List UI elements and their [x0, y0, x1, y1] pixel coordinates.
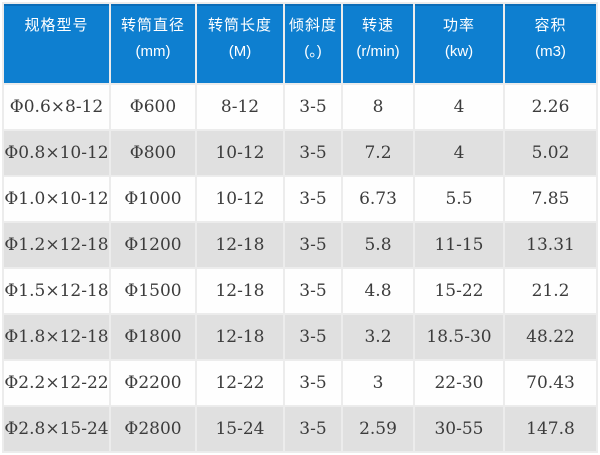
cell-diameter: Φ800: [111, 131, 195, 175]
cell-power: 5.5: [415, 177, 503, 221]
cell-volume: 2.26: [505, 85, 596, 129]
column-unit: (mm): [135, 43, 171, 60]
column-title: 容积: [534, 17, 567, 34]
column-unit: (r/min): [356, 43, 400, 60]
table-row: Φ1.5×12-18 Φ1500 12-18 3-5 4.8 15-22 21.…: [4, 269, 596, 313]
cell-speed: 8: [343, 85, 413, 129]
header-cell-model: 规格型号: [4, 4, 109, 83]
cell-diameter: Φ2200: [111, 361, 195, 405]
cell-volume: 70.43: [505, 361, 596, 405]
header-cell-speed: 转速 (r/min): [343, 4, 413, 83]
cell-speed: 3.2: [343, 315, 413, 359]
cell-length: 12-18: [197, 269, 283, 313]
cell-volume: 21.2: [505, 269, 596, 313]
cell-incline: 3-5: [285, 269, 341, 313]
header-cell-power: 功率 (kw): [415, 4, 503, 83]
cell-power: 4: [415, 85, 503, 129]
cell-incline: 3-5: [285, 361, 341, 405]
cell-model: Φ2.8×15-24: [4, 407, 109, 451]
cell-length: 10-12: [197, 177, 283, 221]
cell-incline: 3-5: [285, 131, 341, 175]
cell-model: Φ2.2×12-22: [4, 361, 109, 405]
cell-diameter: Φ1000: [111, 177, 195, 221]
cell-length: 12-22: [197, 361, 283, 405]
column-unit: (kw): [444, 43, 474, 60]
cell-power: 11-15: [415, 223, 503, 267]
cell-speed: 5.8: [343, 223, 413, 267]
cell-diameter: Φ1200: [111, 223, 195, 267]
cell-diameter: Φ2800: [111, 407, 195, 451]
table-row: Φ0.8×10-12 Φ800 10-12 3-5 7.2 4 5.02: [4, 131, 596, 175]
table-row: Φ0.6×8-12 Φ600 8-12 3-5 8 4 2.26: [4, 85, 596, 129]
column-title: 转筒直径: [120, 17, 185, 34]
cell-model: Φ1.2×12-18: [4, 223, 109, 267]
column-title: 倾斜度: [288, 17, 337, 34]
column-title: 规格型号: [24, 17, 89, 34]
cell-diameter: Φ1800: [111, 315, 195, 359]
cell-speed: 7.2: [343, 131, 413, 175]
column-title: 转速: [361, 17, 394, 34]
cell-length: 15-24: [197, 407, 283, 451]
cell-speed: 3: [343, 361, 413, 405]
cell-power: 4: [415, 131, 503, 175]
cell-power: 18.5-30: [415, 315, 503, 359]
column-title: 转筒长度: [207, 17, 272, 34]
cell-model: Φ0.6×8-12: [4, 85, 109, 129]
cell-model: Φ1.5×12-18: [4, 269, 109, 313]
cell-model: Φ0.8×10-12: [4, 131, 109, 175]
table-row: Φ1.8×12-18 Φ1800 12-18 3-5 3.2 18.5-30 4…: [4, 315, 596, 359]
cell-length: 10-12: [197, 131, 283, 175]
cell-volume: 147.8: [505, 407, 596, 451]
header-cell-diameter: 转筒直径 (mm): [111, 4, 195, 83]
cell-length: 8-12: [197, 85, 283, 129]
cell-length: 12-18: [197, 223, 283, 267]
cell-volume: 5.02: [505, 131, 596, 175]
column-unit: (M): [228, 43, 252, 60]
cell-incline: 3-5: [285, 223, 341, 267]
header-cell-length: 转筒长度 (M): [197, 4, 283, 83]
cell-incline: 3-5: [285, 315, 341, 359]
column-unit: (。): [304, 43, 322, 60]
header-cell-volume: 容积 (m3): [505, 4, 596, 83]
cell-incline: 3-5: [285, 407, 341, 451]
cell-power: 30-55: [415, 407, 503, 451]
table-row: Φ1.0×10-12 Φ1000 10-12 3-5 6.73 5.5 7.85: [4, 177, 596, 221]
cell-power: 22-30: [415, 361, 503, 405]
cell-incline: 3-5: [285, 85, 341, 129]
cell-model: Φ1.8×12-18: [4, 315, 109, 359]
cell-speed: 4.8: [343, 269, 413, 313]
cell-speed: 6.73: [343, 177, 413, 221]
cell-diameter: Φ600: [111, 85, 195, 129]
column-title: 功率: [442, 17, 475, 34]
table-row: Φ2.2×12-22 Φ2200 12-22 3-5 3 22-30 70.43: [4, 361, 596, 405]
cell-model: Φ1.0×10-12: [4, 177, 109, 221]
cell-volume: 48.22: [505, 315, 596, 359]
cell-diameter: Φ1500: [111, 269, 195, 313]
cell-speed: 2.59: [343, 407, 413, 451]
cell-length: 12-18: [197, 315, 283, 359]
cell-volume: 13.31: [505, 223, 596, 267]
table-row: Φ2.8×15-24 Φ2800 15-24 3-5 2.59 30-55 14…: [4, 407, 596, 451]
table-row: Φ1.2×12-18 Φ1200 12-18 3-5 5.8 11-15 13.…: [4, 223, 596, 267]
cell-incline: 3-5: [285, 177, 341, 221]
cell-power: 15-22: [415, 269, 503, 313]
header-row: 规格型号 转筒直径 (mm) 转筒长度 (M) 倾斜度 (。) 转速 (r: [4, 4, 596, 83]
header-cell-incline: 倾斜度 (。): [285, 4, 341, 83]
column-unit: (m3): [535, 43, 566, 60]
cell-volume: 7.85: [505, 177, 596, 221]
